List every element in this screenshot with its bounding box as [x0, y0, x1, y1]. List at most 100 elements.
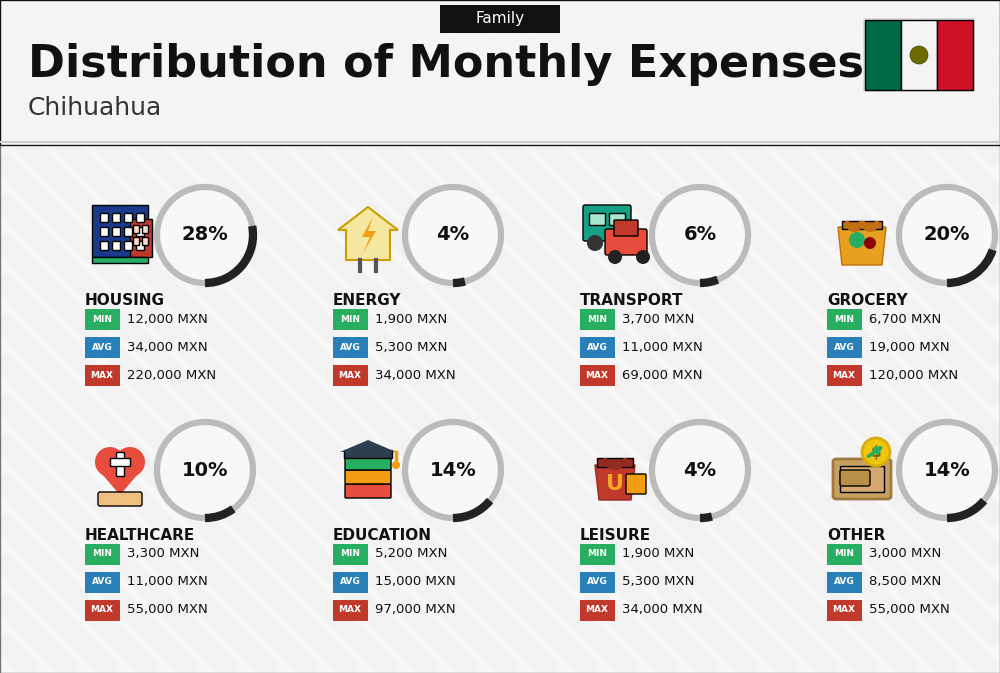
FancyBboxPatch shape — [124, 227, 132, 236]
Text: 3,300 MXN: 3,300 MXN — [127, 548, 199, 561]
Text: MIN: MIN — [340, 549, 360, 559]
FancyBboxPatch shape — [124, 241, 132, 250]
Polygon shape — [96, 467, 144, 495]
Text: MIN: MIN — [92, 314, 112, 324]
Circle shape — [115, 447, 145, 477]
FancyBboxPatch shape — [626, 474, 646, 494]
Text: AVG: AVG — [340, 343, 360, 351]
Circle shape — [849, 232, 865, 248]
Text: LEISURE: LEISURE — [580, 528, 651, 543]
FancyBboxPatch shape — [100, 241, 108, 250]
Text: Family: Family — [475, 11, 525, 26]
Text: MAX: MAX — [90, 371, 114, 380]
Text: 11,000 MXN: 11,000 MXN — [622, 341, 703, 353]
FancyBboxPatch shape — [112, 213, 120, 222]
Text: MAX: MAX — [338, 371, 362, 380]
Circle shape — [862, 438, 890, 466]
Text: EDUCATION: EDUCATION — [333, 528, 432, 543]
FancyBboxPatch shape — [826, 571, 862, 592]
Text: MIN: MIN — [834, 549, 854, 559]
Circle shape — [864, 237, 876, 249]
FancyBboxPatch shape — [98, 492, 142, 506]
Circle shape — [405, 422, 501, 518]
FancyBboxPatch shape — [344, 450, 392, 458]
FancyBboxPatch shape — [605, 229, 647, 255]
Text: 8,500 MXN: 8,500 MXN — [869, 575, 941, 588]
Circle shape — [899, 422, 995, 518]
Text: 3,000 MXN: 3,000 MXN — [869, 548, 941, 561]
Text: $: $ — [871, 444, 881, 460]
Text: AVG: AVG — [92, 577, 112, 586]
Text: TRANSPORT: TRANSPORT — [580, 293, 684, 308]
FancyBboxPatch shape — [332, 308, 368, 330]
FancyBboxPatch shape — [937, 20, 973, 90]
FancyBboxPatch shape — [440, 5, 560, 33]
Circle shape — [910, 46, 928, 64]
Text: 55,000 MXN: 55,000 MXN — [869, 604, 950, 616]
Text: MAX: MAX — [832, 371, 856, 380]
FancyBboxPatch shape — [84, 544, 120, 565]
Circle shape — [157, 422, 253, 518]
FancyBboxPatch shape — [136, 241, 144, 250]
Text: 4%: 4% — [683, 460, 717, 479]
FancyBboxPatch shape — [901, 20, 937, 90]
Text: 6%: 6% — [683, 225, 717, 244]
FancyBboxPatch shape — [826, 365, 862, 386]
Text: MAX: MAX — [338, 606, 362, 614]
FancyBboxPatch shape — [345, 470, 391, 484]
FancyBboxPatch shape — [124, 213, 132, 222]
Text: 34,000 MXN: 34,000 MXN — [375, 369, 456, 382]
FancyBboxPatch shape — [580, 600, 614, 621]
Circle shape — [392, 461, 400, 469]
Text: HOUSING: HOUSING — [85, 293, 165, 308]
Text: 34,000 MXN: 34,000 MXN — [622, 604, 703, 616]
FancyBboxPatch shape — [826, 308, 862, 330]
Text: 5,300 MXN: 5,300 MXN — [622, 575, 694, 588]
FancyBboxPatch shape — [133, 237, 139, 245]
Circle shape — [157, 187, 253, 283]
FancyBboxPatch shape — [345, 484, 391, 498]
Text: 28%: 28% — [182, 225, 228, 244]
Polygon shape — [595, 465, 635, 500]
Text: Chihuahua: Chihuahua — [28, 96, 162, 120]
Text: 6,700 MXN: 6,700 MXN — [869, 312, 941, 326]
FancyBboxPatch shape — [332, 544, 368, 565]
Circle shape — [587, 235, 603, 251]
FancyBboxPatch shape — [580, 544, 614, 565]
Text: 97,000 MXN: 97,000 MXN — [375, 604, 456, 616]
FancyBboxPatch shape — [580, 571, 614, 592]
FancyBboxPatch shape — [826, 336, 862, 357]
Text: 69,000 MXN: 69,000 MXN — [622, 369, 702, 382]
FancyBboxPatch shape — [863, 18, 975, 92]
FancyBboxPatch shape — [865, 20, 901, 90]
Circle shape — [636, 250, 650, 264]
FancyBboxPatch shape — [332, 571, 368, 592]
Text: MAX: MAX — [832, 606, 856, 614]
FancyBboxPatch shape — [142, 237, 148, 245]
FancyBboxPatch shape — [833, 459, 891, 499]
Text: HEALTHCARE: HEALTHCARE — [85, 528, 195, 543]
Polygon shape — [362, 217, 376, 253]
FancyBboxPatch shape — [840, 466, 884, 492]
FancyBboxPatch shape — [84, 336, 120, 357]
FancyBboxPatch shape — [84, 600, 120, 621]
Polygon shape — [338, 207, 398, 260]
Text: MIN: MIN — [92, 549, 112, 559]
Text: AVG: AVG — [340, 577, 360, 586]
Text: 5,200 MXN: 5,200 MXN — [375, 548, 447, 561]
Text: MIN: MIN — [587, 314, 607, 324]
Text: 5,300 MXN: 5,300 MXN — [375, 341, 447, 353]
Text: 10%: 10% — [182, 460, 228, 479]
Circle shape — [405, 187, 501, 283]
FancyBboxPatch shape — [92, 205, 148, 257]
Text: 1,900 MXN: 1,900 MXN — [622, 548, 694, 561]
FancyBboxPatch shape — [112, 241, 120, 250]
FancyBboxPatch shape — [826, 600, 862, 621]
FancyBboxPatch shape — [826, 544, 862, 565]
Text: AVG: AVG — [92, 343, 112, 351]
Text: MAX: MAX — [586, 371, 608, 380]
FancyBboxPatch shape — [116, 452, 124, 476]
Text: 3,700 MXN: 3,700 MXN — [622, 312, 694, 326]
Text: 4%: 4% — [436, 225, 470, 244]
Text: 14%: 14% — [924, 460, 970, 479]
